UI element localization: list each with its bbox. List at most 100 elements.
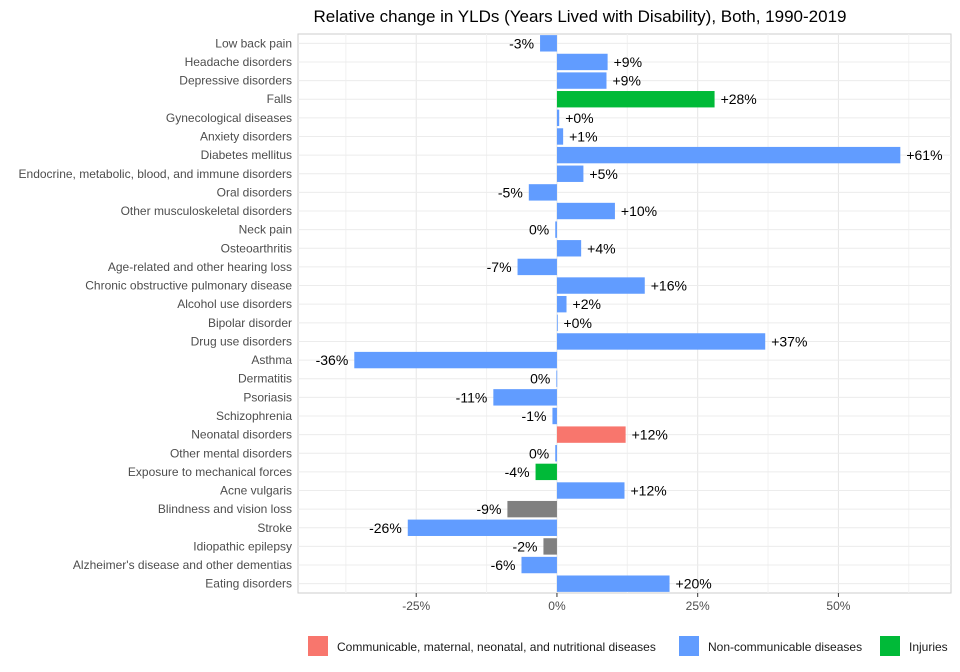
- data-label: -6%: [491, 557, 516, 573]
- data-label: +12%: [631, 483, 667, 499]
- bar: [535, 463, 557, 481]
- category-label: Drug use disorders: [191, 334, 292, 348]
- bar: [555, 221, 557, 238]
- bar: [556, 72, 607, 89]
- bar: [556, 482, 625, 499]
- data-label: -4%: [505, 464, 530, 480]
- data-label: -11%: [456, 389, 488, 405]
- data-label: +0%: [564, 315, 592, 331]
- data-label: -3%: [509, 35, 534, 51]
- bar: [552, 407, 557, 425]
- x-tick-label: 50%: [826, 599, 850, 613]
- data-label: -9%: [477, 501, 502, 517]
- data-label: +20%: [676, 576, 712, 592]
- data-label: +37%: [771, 333, 807, 349]
- legend-label: Non-communicable diseases: [708, 640, 862, 654]
- category-label: Age-related and other hearing loss: [108, 260, 292, 274]
- legend-swatch: [308, 636, 328, 656]
- bar: [556, 165, 584, 182]
- category-label: Blindness and vision loss: [158, 502, 292, 516]
- x-tick-label: -25%: [402, 599, 430, 613]
- data-label: -5%: [498, 184, 523, 200]
- bars-group: [354, 35, 901, 592]
- chart-title: Relative change in YLDs (Years Lived wit…: [314, 7, 847, 26]
- category-label: Neck pain: [239, 223, 292, 237]
- category-label: Anxiety disorders: [200, 129, 292, 143]
- data-label: +28%: [721, 91, 757, 107]
- bar: [407, 519, 557, 536]
- category-label: Alzheimer's disease and other dementias: [73, 558, 292, 572]
- bar: [556, 314, 558, 332]
- data-label: +4%: [587, 240, 615, 256]
- bar: [556, 202, 615, 220]
- data-label: 0%: [529, 222, 549, 238]
- category-label: Low back pain: [215, 36, 292, 50]
- bar: [556, 109, 560, 127]
- category-label: Other musculoskeletal disorders: [121, 204, 292, 218]
- data-label: +2%: [573, 296, 601, 312]
- data-label: -36%: [316, 352, 349, 368]
- bar: [556, 128, 564, 145]
- category-label: Depressive disorders: [179, 74, 292, 88]
- data-label: -26%: [369, 520, 402, 536]
- data-label: -7%: [487, 259, 512, 275]
- x-tick-label: 0%: [548, 599, 566, 613]
- data-label: +9%: [614, 54, 642, 70]
- bar: [556, 53, 608, 71]
- category-label: Schizophrenia: [216, 409, 292, 423]
- bar: [556, 91, 715, 108]
- category-label: Endocrine, metabolic, blood, and immune …: [19, 167, 292, 181]
- category-label: Alcohol use disorders: [177, 297, 292, 311]
- data-label: -1%: [522, 408, 547, 424]
- category-label: Dermatitis: [238, 372, 292, 386]
- bar: [528, 184, 557, 201]
- bar: [493, 389, 557, 406]
- data-label: +61%: [906, 147, 942, 163]
- bar: [556, 277, 645, 294]
- bar: [556, 426, 626, 443]
- data-label: +16%: [651, 278, 687, 294]
- legend-label: Injuries: [909, 640, 948, 654]
- plot-background: [297, 33, 952, 594]
- category-label: Osteoarthritis: [221, 241, 292, 255]
- data-label: +10%: [621, 203, 657, 219]
- category-label: Exposure to mechanical forces: [128, 465, 292, 479]
- category-label: Diabetes mellitus: [201, 148, 292, 162]
- bar: [556, 333, 766, 350]
- legend-swatch: [880, 636, 900, 656]
- bar: [540, 35, 557, 52]
- data-labels: -3% +9% +9% +28% +0% +1% +61% +5% -5% +10% 0% +4% -7…: [316, 35, 943, 591]
- category-label: Stroke: [257, 521, 292, 535]
- category-label: Chronic obstructive pulmonary disease: [85, 279, 292, 293]
- category-label: Other mental disorders: [170, 446, 292, 460]
- category-label: Oral disorders: [217, 185, 292, 199]
- legend-swatch: [679, 636, 699, 656]
- data-label: -2%: [513, 538, 538, 554]
- data-label: +12%: [632, 427, 668, 443]
- bar: [521, 556, 557, 574]
- category-label: Idiopathic epilepsy: [193, 539, 292, 553]
- bar: [517, 258, 557, 276]
- data-label: 0%: [530, 371, 550, 387]
- data-label: +5%: [589, 166, 617, 182]
- category-label: Asthma: [251, 353, 292, 367]
- category-label: Headache disorders: [185, 55, 292, 69]
- bar: [555, 445, 557, 462]
- bar: [556, 295, 567, 313]
- legend: Communicable, maternal, neonatal, and nu…: [308, 636, 948, 656]
- bar: [543, 538, 557, 555]
- category-label: Falls: [267, 92, 292, 106]
- data-label: +9%: [612, 73, 640, 89]
- bar: [556, 575, 670, 592]
- data-label: +1%: [569, 128, 597, 144]
- category-label: Acne vulgaris: [220, 484, 292, 498]
- data-label: 0%: [529, 445, 549, 461]
- legend-label: Communicable, maternal, neonatal, and nu…: [337, 640, 656, 654]
- category-label: Eating disorders: [205, 577, 292, 591]
- bar: [556, 240, 582, 257]
- bar: [556, 146, 901, 164]
- category-label: Gynecological diseases: [166, 111, 292, 125]
- category-label: Neonatal disorders: [191, 428, 292, 442]
- bar: [354, 351, 557, 369]
